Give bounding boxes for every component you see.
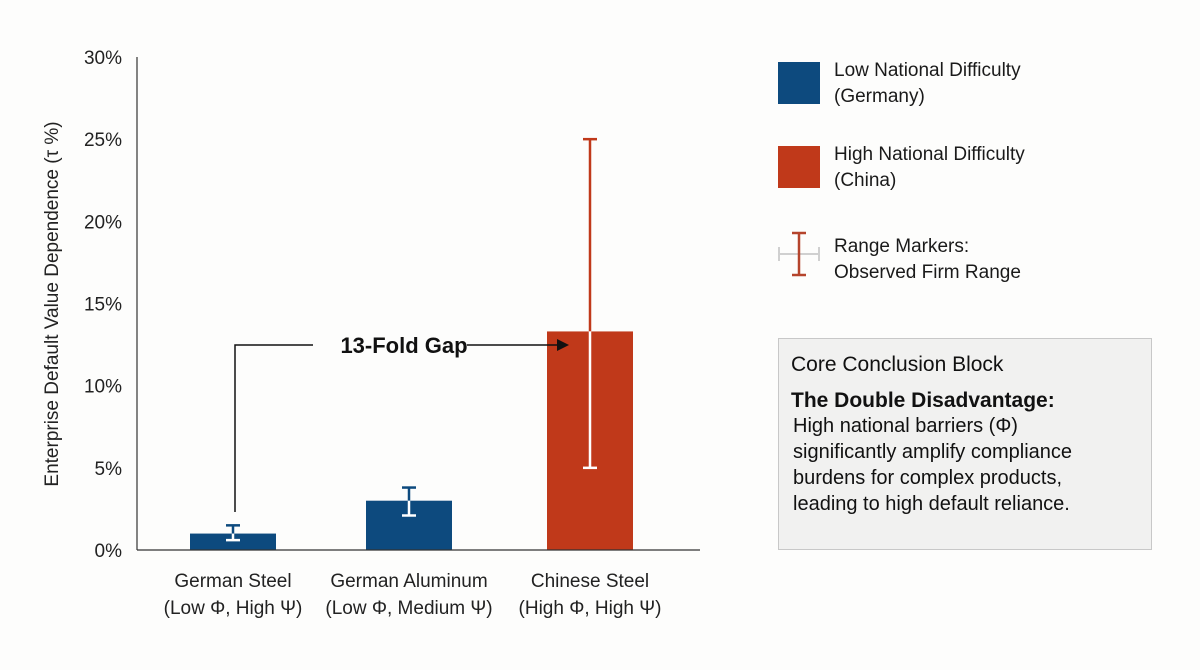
conclusion-line: leading to high default reliance. bbox=[793, 493, 1070, 515]
y-tick-label: 30% bbox=[84, 48, 122, 69]
y-tick-label: 15% bbox=[84, 295, 122, 316]
legend-label: (China) bbox=[834, 170, 897, 191]
x-tick-sublabel: (Low Φ, Medium Ψ) bbox=[325, 598, 492, 619]
y-tick-label: 5% bbox=[95, 459, 123, 480]
legend-swatch-low bbox=[778, 62, 820, 104]
y-axis-label: Enterprise Default Value Dependence (τ %… bbox=[42, 121, 63, 486]
conclusion-block: Core Conclusion Block The Double Disadva… bbox=[778, 338, 1152, 550]
conclusion-title: Core Conclusion Block bbox=[791, 353, 1004, 376]
legend-label: High National Difficulty bbox=[834, 144, 1025, 165]
y-tick-label: 25% bbox=[84, 130, 122, 151]
y-tick-label: 0% bbox=[95, 541, 123, 562]
y-tick-label: 10% bbox=[84, 377, 122, 398]
legend-swatch-high bbox=[778, 146, 820, 188]
conclusion-heading: The Double Disadvantage: bbox=[791, 389, 1055, 412]
bar-0 bbox=[190, 533, 276, 550]
annotation-connector bbox=[234, 344, 313, 512]
legend-label: Low National Difficulty bbox=[834, 60, 1021, 81]
range-marker-icon bbox=[778, 231, 820, 277]
conclusion-line: burdens for complex products, bbox=[793, 467, 1063, 489]
legend-item-range: Range Markers: Observed Firm Range bbox=[778, 230, 1021, 286]
arrowhead-icon bbox=[557, 339, 569, 351]
legend-label: Range Markers: bbox=[834, 236, 970, 257]
annotation-label: 13-Fold Gap bbox=[340, 333, 467, 358]
conclusion-line: significantly amplify compliance bbox=[793, 441, 1073, 463]
legend-label: (Germany) bbox=[834, 86, 925, 107]
x-tick-sublabel: (High Φ, High Ψ) bbox=[519, 598, 662, 619]
legend-label: Observed Firm Range bbox=[834, 262, 1021, 283]
x-tick-label: Chinese Steel bbox=[531, 571, 649, 592]
conclusion-line: High national barriers (Φ) bbox=[793, 415, 1018, 437]
x-tick-label: German Aluminum bbox=[330, 571, 487, 592]
legend-item-low: Low National Difficulty (Germany) bbox=[778, 60, 1021, 110]
legend-item-high: High National Difficulty (China) bbox=[778, 144, 1025, 194]
x-tick-sublabel: (Low Φ, High Ψ) bbox=[164, 598, 303, 619]
x-tick-label: German Steel bbox=[174, 571, 291, 592]
y-tick-label: 20% bbox=[84, 212, 122, 233]
